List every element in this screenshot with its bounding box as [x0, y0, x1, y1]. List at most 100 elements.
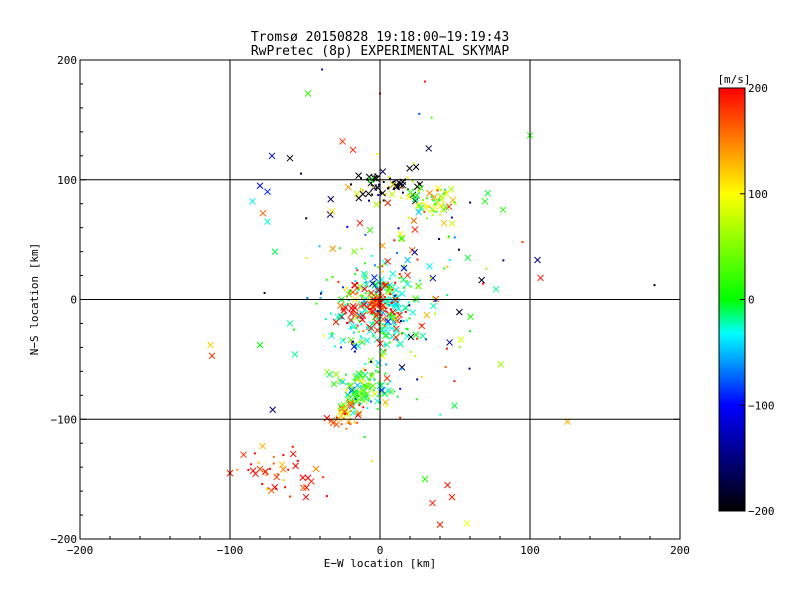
- data-point: [346, 302, 349, 305]
- data-point: [405, 327, 408, 330]
- data-point: [348, 327, 351, 330]
- data-point: [380, 331, 383, 334]
- data-point: [521, 241, 524, 244]
- data-point: [353, 190, 361, 198]
- data-point: [442, 203, 450, 211]
- data-point: [429, 499, 436, 507]
- data-point: [356, 269, 359, 272]
- data-point: [354, 411, 357, 414]
- data-point: [393, 239, 396, 242]
- data-point: [286, 154, 294, 162]
- data-point: [365, 173, 373, 181]
- data-point: [373, 378, 376, 381]
- data-point: [289, 450, 297, 458]
- data-point: [389, 270, 397, 278]
- data-point: [374, 369, 377, 372]
- data-point: [363, 281, 370, 288]
- data-point: [364, 390, 371, 397]
- data-point: [390, 318, 398, 326]
- data-point: [411, 180, 414, 183]
- data-point: [432, 295, 440, 303]
- data-point: [305, 256, 308, 259]
- data-point: [275, 487, 278, 490]
- data-point: [376, 153, 379, 156]
- data-point: [371, 335, 374, 338]
- data-point: [361, 295, 364, 298]
- x-axis-label: E−W location [km]: [324, 557, 437, 570]
- data-point: [396, 311, 403, 319]
- data-point: [383, 343, 386, 346]
- data-point: [371, 274, 378, 281]
- data-point: [352, 340, 355, 343]
- data-point: [397, 312, 400, 315]
- data-point: [207, 341, 214, 349]
- data-point: [372, 389, 375, 392]
- colorbar-tick-label: 0: [748, 294, 755, 307]
- data-point: [421, 475, 429, 483]
- data-point: [363, 275, 366, 278]
- data-point: [357, 330, 360, 333]
- data-point: [346, 399, 354, 407]
- data-point: [372, 185, 375, 188]
- data-point: [376, 395, 379, 398]
- data-point: [340, 308, 343, 311]
- data-point: [379, 302, 386, 310]
- data-point: [447, 236, 450, 239]
- data-point: [284, 486, 287, 489]
- data-point: [360, 188, 363, 191]
- colorbar-label: [m/s]: [717, 73, 750, 86]
- y-axis-label: N−S location [km]: [28, 243, 41, 356]
- data-point: [341, 316, 344, 319]
- data-point: [369, 386, 372, 389]
- data-point: [303, 484, 310, 491]
- data-point: [240, 451, 247, 459]
- data-point: [299, 474, 307, 481]
- data-point: [392, 319, 395, 322]
- data-point: [349, 183, 352, 186]
- data-point: [402, 264, 405, 267]
- data-point: [380, 323, 383, 326]
- data-point: [388, 187, 391, 190]
- data-point: [306, 296, 309, 299]
- data-point: [371, 193, 374, 196]
- data-point: [359, 294, 362, 297]
- data-point: [351, 387, 359, 395]
- data-point: [409, 309, 417, 316]
- data-point: [349, 146, 357, 154]
- data-point: [342, 286, 345, 289]
- scatter-points: [207, 68, 656, 528]
- data-point: [418, 322, 426, 330]
- data-point: [450, 216, 453, 219]
- data-point: [352, 406, 355, 409]
- data-point: [409, 351, 412, 354]
- data-point: [382, 263, 385, 266]
- data-point: [278, 461, 286, 469]
- data-point: [412, 162, 415, 165]
- data-point: [351, 281, 359, 289]
- data-point: [380, 288, 383, 291]
- data-point: [380, 314, 383, 317]
- data-point: [367, 289, 375, 297]
- data-point: [412, 163, 420, 171]
- data-point: [389, 293, 392, 296]
- data-point: [395, 338, 398, 341]
- data-point: [434, 184, 442, 192]
- data-point: [407, 301, 410, 304]
- data-point: [354, 273, 357, 276]
- data-point: [398, 276, 401, 279]
- data-point: [345, 322, 348, 325]
- data-point: [418, 190, 421, 193]
- data-point: [334, 345, 337, 348]
- data-point: [362, 367, 365, 370]
- data-point: [424, 80, 426, 83]
- data-point: [329, 245, 337, 252]
- data-point: [426, 197, 429, 200]
- data-point: [371, 460, 374, 463]
- data-point: [354, 280, 357, 283]
- data-point: [358, 309, 366, 317]
- data-point: [264, 218, 271, 226]
- data-point: [354, 400, 357, 403]
- data-point: [365, 326, 368, 329]
- data-point: [396, 395, 399, 398]
- data-point: [371, 372, 374, 375]
